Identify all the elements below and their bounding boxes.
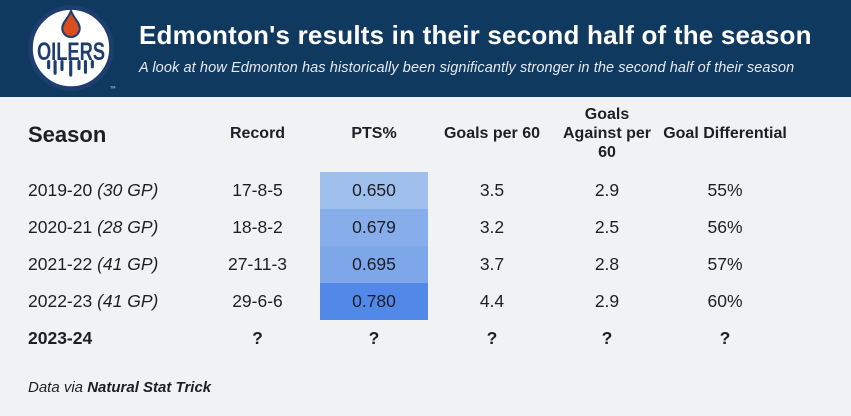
goal-differential-cell: ? [719,328,731,348]
season-cell: 2020-21 (28 GP) [0,217,195,238]
season-label: 2019-20 [28,180,93,200]
goal-differential-cell: 55% [707,180,743,200]
season-label: 2020-21 [28,217,93,237]
goals-against-per-60-cell: 2.9 [594,291,620,311]
games-played-label: (30 GP) [97,180,159,200]
header-titles: Edmonton's results in their second half … [139,21,812,77]
table-row: 2022-23 (41 GP) 29-6-6 0.780 4.4 2.9 60% [0,283,851,320]
column-header-goal-differential: Goal Differential [663,125,787,143]
table-row: 2020-21 (28 GP) 18-8-2 0.679 3.2 2.5 56% [0,209,851,246]
page-subtitle: A look at how Edmonton has historically … [139,60,795,77]
pts-pct-cell: 0.679 [320,209,428,246]
table-header-row: Season Record PTS% Goals per 60 Goals Ag… [0,97,851,172]
goal-differential-cell: 60% [707,291,743,311]
column-header-goals-against-per-60: Goals Against per 60 [562,106,651,161]
logo-circle [28,4,114,91]
credit-source: Natural Stat Trick [87,379,212,396]
table-row: 2021-22 (41 GP) 27-11-3 0.695 3.7 2.8 57… [0,246,851,283]
season-cell: 2019-20 (30 GP) [0,180,195,201]
season-label: 2022-23 [28,291,93,311]
pts-pct-cell: 0.780 [320,283,428,320]
column-header-season: Season [28,121,107,147]
logo-drips [47,59,94,77]
goal-differential-cell: 57% [707,254,743,274]
games-played-label: (28 GP) [97,217,159,237]
season-label: 2023-24 [28,328,93,348]
goals-against-per-60-cell: ? [601,328,613,348]
record-cell: ? [252,328,263,348]
goals-per-60-cell: ? [486,328,498,348]
season-label: 2021-22 [28,254,93,274]
column-header-goals-per-60: Goals per 60 [443,125,541,143]
goal-differential-cell: 56% [707,217,743,237]
games-played-label: (41 GP) [97,254,159,274]
record-cell: 29-6-6 [232,291,283,311]
column-header-record: Record [229,125,286,143]
record-cell: 18-8-2 [232,217,283,237]
pts-pct-cell: ? [368,328,380,348]
table-row: 2019-20 (30 GP) 17-8-5 0.650 3.5 2.9 55% [0,172,851,209]
page-title: Edmonton's results in their second half … [139,19,812,50]
credit-prefix: Data via [28,379,88,396]
pts-pct-cell: 0.695 [320,246,428,283]
goals-per-60-cell: 3.7 [479,254,505,274]
goals-per-60-cell: 3.5 [479,180,505,200]
goals-against-per-60-cell: 2.5 [594,217,620,237]
season-cell: 2022-23 (41 GP) [0,291,195,312]
header-band: OILERS ™ Edmonton's results in their sec… [0,0,851,97]
data-source-credit: Data via Natural Stat Trick [0,379,851,396]
goals-against-per-60-cell: 2.8 [594,254,620,274]
record-cell: 27-11-3 [227,254,288,274]
results-table: Season Record PTS% Goals per 60 Goals Ag… [0,97,851,396]
pts-pct-cell: 0.650 [320,172,428,209]
oilers-logo-graphic: OILERS ™ [28,4,116,92]
oilers-logo: OILERS ™ [25,3,117,95]
games-played-label: (41 GP) [97,291,159,311]
goals-against-per-60-cell: 2.9 [594,180,620,200]
season-cell: 2023-24 [0,328,195,349]
trademark-symbol: ™ [110,85,116,92]
goals-per-60-cell: 3.2 [479,217,505,237]
oil-drop-icon [61,7,81,38]
column-header-pts-pct: PTS% [351,125,397,143]
table-row-current-season: 2023-24 ? ? ? ? ? [0,320,851,357]
record-cell: 17-8-5 [232,180,283,200]
season-cell: 2021-22 (41 GP) [0,254,195,275]
goals-per-60-cell: 4.4 [479,291,505,311]
